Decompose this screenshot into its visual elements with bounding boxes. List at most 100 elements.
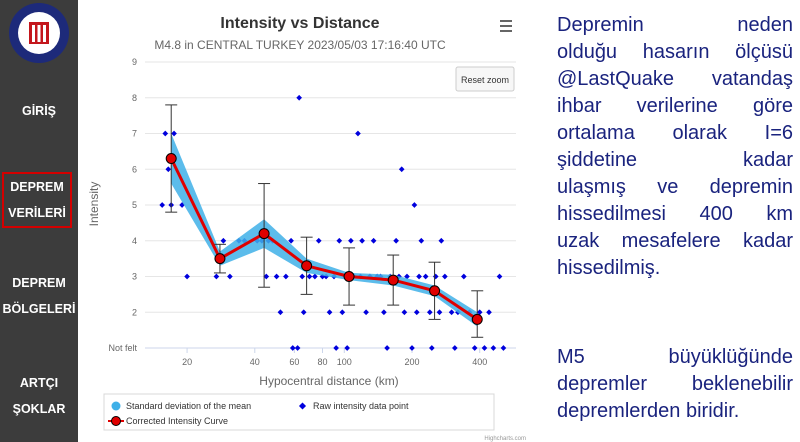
- raw-data-point[interactable]: [283, 273, 289, 280]
- raw-data-point[interactable]: [413, 309, 420, 316]
- intensity-curve-point[interactable]: [301, 260, 313, 272]
- hamburger-icon[interactable]: [500, 20, 512, 32]
- description-line: hissedilmiş.: [557, 257, 661, 279]
- raw-data-point[interactable]: [409, 345, 415, 351]
- raw-data-point[interactable]: [299, 273, 306, 280]
- raw-data-point[interactable]: [500, 345, 507, 351]
- raw-data-point[interactable]: [344, 345, 351, 351]
- sidebar-item-deprem-verileri[interactable]: DEPREM VERİLERİ: [2, 172, 72, 228]
- sidebar-item-deprem-bolgeleri[interactable]: DEPREM BÖLGELERİ: [0, 270, 78, 322]
- raw-data-point[interactable]: [288, 237, 294, 244]
- raw-data-point[interactable]: [496, 273, 503, 280]
- raw-data-point[interactable]: [312, 273, 318, 280]
- raw-data-point[interactable]: [486, 309, 492, 316]
- raw-data-point[interactable]: [393, 237, 399, 244]
- raw-data-point[interactable]: [333, 345, 339, 351]
- raw-data-point[interactable]: [289, 345, 296, 351]
- raw-data-point[interactable]: [471, 345, 478, 351]
- raw-data-point[interactable]: [363, 309, 369, 316]
- intensity-curve-point[interactable]: [258, 228, 270, 240]
- description-line: ulaşmış ve depremin: [557, 176, 793, 198]
- raw-data-point[interactable]: [370, 237, 377, 244]
- description-line: ortalama olarak I=6: [557, 122, 793, 144]
- raw-data-point[interactable]: [442, 273, 448, 280]
- raw-data-point[interactable]: [348, 237, 354, 244]
- raw-data-point[interactable]: [300, 309, 307, 316]
- description-line: Depremin neden: [557, 14, 793, 36]
- raw-data-point[interactable]: [398, 166, 405, 173]
- chart-subtitle: M4.8 in CENTRAL TURKEY 2023/05/03 17:16:…: [154, 38, 446, 52]
- intensity-curve-point[interactable]: [343, 271, 355, 282]
- x-tick-label: 40: [250, 357, 260, 367]
- x-tick-label: 200: [404, 357, 419, 367]
- logo-column: [43, 25, 46, 42]
- raw-data-point[interactable]: [220, 237, 227, 244]
- legend-item-curve[interactable]: Corrected Intensity Curve: [126, 416, 228, 426]
- raw-data-point[interactable]: [227, 273, 233, 280]
- raw-data-point[interactable]: [416, 273, 422, 280]
- intensity-curve-point[interactable]: [471, 313, 483, 325]
- reset-zoom-label[interactable]: Reset zoom: [461, 75, 509, 85]
- raw-data-point[interactable]: [359, 237, 365, 244]
- raw-data-point[interactable]: [326, 309, 333, 316]
- y-tick-label: Not felt: [108, 343, 137, 353]
- raw-data-point[interactable]: [315, 237, 322, 244]
- y-tick-label: 8: [132, 93, 137, 103]
- raw-data-point[interactable]: [263, 273, 270, 280]
- raw-data-point[interactable]: [418, 237, 425, 244]
- credit-label[interactable]: Highcharts.com: [484, 436, 526, 442]
- raw-data-point[interactable]: [404, 273, 410, 280]
- raw-data-point[interactable]: [481, 345, 488, 351]
- raw-data-point[interactable]: [339, 309, 346, 316]
- legend-item-raw[interactable]: Raw intensity data point: [313, 401, 409, 411]
- raw-data-point[interactable]: [428, 345, 435, 351]
- raw-data-point[interactable]: [162, 130, 169, 137]
- y-tick-label: 3: [132, 272, 137, 282]
- x-axis-label: Hypocentral distance (km): [259, 374, 398, 388]
- raw-data-point[interactable]: [451, 345, 458, 351]
- chart-title: Intensity vs Distance: [220, 15, 379, 32]
- sidebar-item-artci-soklar[interactable]: ARTÇI ŞOKLAR: [0, 370, 78, 422]
- raw-data-point[interactable]: [432, 273, 439, 280]
- description-line: depremlerden biridir.: [557, 400, 740, 422]
- raw-data-point[interactable]: [422, 273, 429, 280]
- y-tick-label: 5: [132, 200, 137, 210]
- description-paragraph-2: M5 büyüklüğünde depremler beklenebilir dep…: [557, 344, 793, 425]
- raw-data-point[interactable]: [184, 273, 190, 280]
- legend-item-band[interactable]: Standard deviation of the mean: [126, 401, 251, 411]
- legend-marker-symbol: [111, 416, 121, 426]
- description-line: şiddetine kadar: [557, 149, 793, 171]
- raw-data-point[interactable]: [436, 309, 443, 316]
- raw-data-point[interactable]: [171, 130, 177, 137]
- raw-data-point[interactable]: [448, 309, 455, 316]
- intensity-curve-point[interactable]: [387, 274, 399, 286]
- raw-data-point[interactable]: [438, 237, 445, 244]
- raw-data-point[interactable]: [384, 345, 390, 351]
- raw-data-point[interactable]: [213, 273, 220, 280]
- raw-data-point[interactable]: [159, 202, 166, 208]
- raw-data-point[interactable]: [355, 130, 361, 137]
- raw-data-point[interactable]: [273, 273, 280, 280]
- legend-diamond-symbol: [298, 402, 307, 410]
- reset-zoom-button[interactable]: Reset zoom: [455, 66, 515, 92]
- intensity-curve-point[interactable]: [165, 153, 177, 165]
- raw-data-point[interactable]: [381, 309, 387, 316]
- raw-data-point[interactable]: [426, 309, 433, 316]
- intensity-curve-point[interactable]: [429, 285, 441, 297]
- intensity-curve-point[interactable]: [214, 253, 226, 265]
- raw-data-point[interactable]: [294, 345, 301, 351]
- raw-data-point[interactable]: [165, 166, 172, 173]
- raw-data-point[interactable]: [306, 273, 313, 280]
- sidebar-item-giris[interactable]: GİRİŞ: [0, 98, 78, 124]
- raw-data-point[interactable]: [461, 273, 467, 280]
- raw-data-point[interactable]: [411, 202, 418, 208]
- raw-data-point[interactable]: [336, 237, 343, 244]
- raw-data-point[interactable]: [401, 309, 408, 316]
- raw-data-point[interactable]: [476, 309, 483, 316]
- raw-data-point[interactable]: [296, 94, 302, 101]
- raw-data-point[interactable]: [490, 345, 497, 351]
- y-tick-label: 6: [132, 164, 137, 174]
- raw-data-point[interactable]: [277, 309, 284, 316]
- logo-column: [37, 25, 41, 42]
- y-tick-label: 2: [132, 307, 137, 317]
